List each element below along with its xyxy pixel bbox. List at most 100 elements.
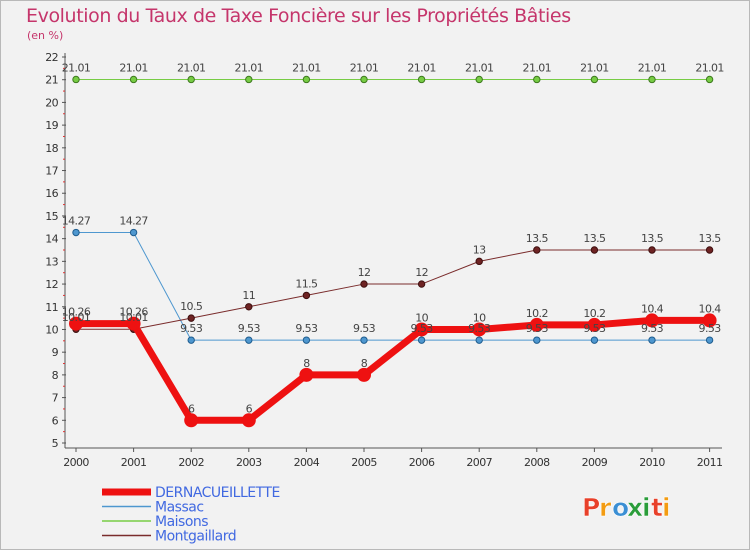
data-point-maisons xyxy=(360,75,368,84)
data-point-maisons xyxy=(302,75,311,84)
y-tick-label: 11 xyxy=(45,301,58,314)
y-tick-label: 22 xyxy=(45,51,58,64)
data-point-dernacueillette xyxy=(357,367,371,382)
data-point-massac xyxy=(302,336,311,344)
legend-label-massac: Massac xyxy=(155,500,204,516)
data-label-montgaillard: 13.5 xyxy=(641,232,664,245)
data-point-dernacueillette xyxy=(587,317,602,332)
data-label-massac: 9.53 xyxy=(238,322,261,335)
data-point-dernacueillette xyxy=(69,316,83,331)
data-point-dernacueillette xyxy=(414,322,429,337)
x-tick-label: 2003 xyxy=(236,456,262,469)
logo-letter: r xyxy=(599,493,612,522)
data-point-massac xyxy=(475,336,483,344)
data-label-massac: 9.53 xyxy=(411,322,434,335)
data-label-maisons: 21.01 xyxy=(695,61,724,74)
x-tick-label: 2000 xyxy=(63,456,89,469)
data-point-maisons xyxy=(648,75,656,84)
data-label-maisons: 21.01 xyxy=(638,61,667,74)
data-point-dernacueillette xyxy=(472,322,487,337)
data-point-massac xyxy=(360,336,368,344)
data-point-massac xyxy=(72,228,80,237)
data-point-maisons xyxy=(72,75,80,84)
logo-letter: i xyxy=(642,493,651,522)
data-label-massac: 9.53 xyxy=(295,322,318,335)
data-point-dernacueillette xyxy=(299,367,314,382)
data-label-montgaillard: 13.5 xyxy=(583,232,606,245)
data-point-montgaillard xyxy=(533,246,541,254)
y-tick-label: 14 xyxy=(45,233,58,246)
legend-label-dernacueillette: DERNACUEILLETTE xyxy=(155,485,280,501)
data-point-montgaillard xyxy=(475,257,483,266)
data-point-massac xyxy=(187,336,195,344)
data-point-dernacueillette xyxy=(241,413,256,428)
data-label-montgaillard: 13.5 xyxy=(526,232,549,245)
proxiti-logo: Pr oxi t i xyxy=(582,493,671,523)
x-tick-label: 2008 xyxy=(524,456,550,469)
data-point-maisons xyxy=(417,75,426,84)
y-tick-label: 13 xyxy=(45,255,58,268)
data-label-maisons: 21.01 xyxy=(292,61,321,74)
data-label-maisons: 21.01 xyxy=(119,61,148,74)
data-label-montgaillard: 10.01 xyxy=(62,311,91,324)
data-label-dernacueillette: 10.26 xyxy=(119,306,148,319)
series-line-massac xyxy=(75,232,711,341)
x-tick-label: 2007 xyxy=(466,456,492,469)
data-point-massac xyxy=(705,336,714,344)
chart-title: Evolution du Taux de Taxe Foncière sur l… xyxy=(26,5,571,27)
legend-label-montgaillard: Montgaillard xyxy=(155,529,236,545)
data-label-dernacueillette: 6 xyxy=(246,402,253,415)
data-label-maisons: 21.01 xyxy=(235,61,264,74)
y-tick-label: 5 xyxy=(52,437,59,450)
data-label-massac: 9.53 xyxy=(526,322,549,335)
data-label-dernacueillette: 10.2 xyxy=(526,307,548,320)
data-label-maisons: 21.01 xyxy=(465,61,494,74)
data-point-massac xyxy=(245,336,253,344)
y-tick-label: 12 xyxy=(45,278,58,291)
data-label-dernacueillette: 10.4 xyxy=(641,302,664,315)
data-point-massac xyxy=(533,336,541,344)
x-tick-label: 2001 xyxy=(121,456,147,469)
series-line-montgaillard xyxy=(75,249,711,330)
logo-letter: x xyxy=(627,493,643,522)
data-point-dernacueillette xyxy=(645,313,659,328)
y-tick-label: 9 xyxy=(52,346,59,359)
y-tick-label: 18 xyxy=(45,142,58,155)
x-tick-label: 2011 xyxy=(697,456,723,469)
data-label-montgaillard: 13 xyxy=(473,243,486,256)
y-tick-label: 17 xyxy=(45,165,58,178)
logo-letter: i xyxy=(662,493,671,522)
data-label-maisons: 21.01 xyxy=(62,61,91,74)
data-label-massac: 9.53 xyxy=(699,322,722,335)
data-point-maisons xyxy=(705,75,714,84)
data-label-massac: 9.53 xyxy=(468,322,491,335)
data-label-maisons: 21.01 xyxy=(407,61,436,74)
data-label-montgaillard: 13.5 xyxy=(699,232,722,245)
data-label-massac: 9.53 xyxy=(641,322,664,335)
data-label-massac: 9.53 xyxy=(180,322,203,335)
data-label-maisons: 21.01 xyxy=(177,61,206,74)
y-tick-label: 16 xyxy=(45,187,58,200)
data-point-montgaillard xyxy=(648,246,656,254)
data-label-montgaillard: 10.5 xyxy=(180,300,203,313)
logo-letter: t xyxy=(651,493,663,522)
data-point-massac xyxy=(648,336,656,344)
data-point-maisons xyxy=(129,75,138,84)
data-label-maisons: 21.01 xyxy=(523,61,552,74)
data-label-massac: 9.53 xyxy=(583,322,606,335)
y-tick-label: 15 xyxy=(45,210,58,223)
y-tick-label: 19 xyxy=(45,119,58,132)
data-label-dernacueillette: 10.4 xyxy=(699,302,722,315)
y-tick-label: 20 xyxy=(45,96,58,109)
x-tick-label: 2002 xyxy=(178,456,204,469)
data-point-montgaillard xyxy=(245,303,253,311)
x-tick-label: 2004 xyxy=(294,456,320,469)
data-label-maisons: 21.01 xyxy=(580,61,609,74)
data-label-massac: 14.27 xyxy=(62,215,91,228)
data-point-maisons xyxy=(245,75,253,84)
data-label-maisons: 21.01 xyxy=(350,61,379,74)
data-label-montgaillard: 12 xyxy=(358,266,371,279)
data-point-montgaillard xyxy=(417,280,426,288)
x-tick-label: 2006 xyxy=(409,456,435,469)
